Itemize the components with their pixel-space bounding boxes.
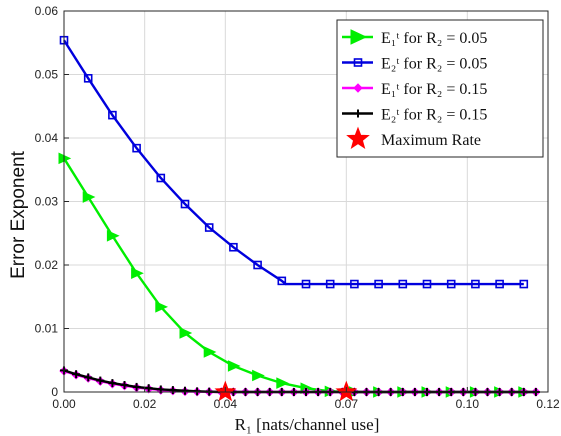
- plus-marker: [354, 109, 362, 118]
- square-marker: [325, 279, 335, 289]
- square-marker: [446, 279, 456, 289]
- x-tick-label: 0.12: [536, 397, 560, 411]
- triangle-marker: [155, 301, 169, 313]
- plus-marker: [168, 386, 177, 395]
- axes: 0.00 0.02 0.04 0.07 0.10 0.12 0 0.01 0.02 0.03 0.0…: [35, 4, 560, 411]
- square-marker: [277, 276, 287, 286]
- series-2: [59, 35, 529, 289]
- square-marker: [253, 260, 262, 270]
- plus-marker: [72, 370, 81, 379]
- x-tick-label: 0.07: [335, 397, 359, 411]
- y-tick-label: 0.03: [35, 195, 59, 209]
- plus-marker: [132, 382, 141, 391]
- legend-entry: E₂ᵗ for R₂ = 0.05: [342, 56, 487, 73]
- square-marker: [180, 199, 190, 209]
- legend-label: E₁ᵗ for R₂ = 0.05: [381, 30, 487, 47]
- legend: E₁ᵗ for R₂ = 0.05 E₂ᵗ for R₂ = 0.05 E₁ᵗ fo…: [336, 19, 544, 158]
- triangle-marker: [131, 267, 144, 280]
- diamond-marker: [353, 83, 363, 93]
- square-marker: [495, 279, 504, 289]
- plus-marker: [84, 373, 93, 382]
- plus-marker: [181, 386, 189, 395]
- x-tick-label: 0.10: [456, 397, 480, 411]
- square-marker: [83, 74, 93, 83]
- triangle-marker: [227, 360, 241, 372]
- y-tick-label: 0: [51, 385, 58, 399]
- legend-entry: Maximum Rate: [346, 126, 481, 150]
- x-tick-label: 0.02: [133, 397, 157, 411]
- square-marker: [350, 279, 359, 289]
- square-marker: [229, 242, 238, 252]
- plus-marker: [193, 387, 202, 396]
- square-marker: [471, 279, 480, 289]
- plus-marker: [144, 384, 153, 393]
- triangle-marker: [350, 29, 368, 45]
- plus-marker: [108, 379, 117, 388]
- x-axis-label: R₁ [nats/channel use]: [235, 415, 380, 434]
- legend-entry: E₁ᵗ for R₂ = 0.15: [342, 81, 487, 98]
- triangle-marker: [252, 369, 265, 382]
- y-tick-label: 0.06: [35, 4, 59, 18]
- legend-label: E₂ᵗ for R₂ = 0.05: [381, 56, 487, 73]
- legend-label: Maximum Rate: [381, 132, 481, 149]
- square-marker: [422, 279, 432, 289]
- plus-marker: [96, 376, 105, 385]
- y-tick-label: 0.01: [35, 322, 59, 336]
- plus-marker: [120, 381, 129, 390]
- square-marker: [108, 110, 117, 120]
- y-axis-label: Error Exponent: [8, 150, 29, 279]
- triangle-marker: [82, 191, 96, 203]
- triangle-marker: [179, 327, 193, 339]
- legend-entry: E₁ᵗ for R₂ = 0.05: [342, 29, 487, 47]
- star-marker: [346, 126, 370, 150]
- square-marker: [374, 279, 383, 289]
- square-marker: [398, 279, 408, 289]
- x-tick-label: 0.04: [214, 397, 238, 411]
- y-tick-label: 0.04: [35, 131, 59, 145]
- square-marker: [519, 279, 529, 289]
- square-marker: [156, 173, 166, 183]
- y-tick-label: 0.05: [35, 68, 59, 82]
- legend-entry: E₂ᵗ for R₂ = 0.15: [342, 107, 487, 124]
- square-marker: [353, 58, 363, 67]
- x-tick-label: 0.00: [52, 397, 76, 411]
- triangle-marker: [106, 230, 120, 242]
- square-marker: [301, 279, 311, 289]
- triangle-marker: [276, 377, 290, 389]
- square-marker: [204, 223, 214, 232]
- legend-label: E₁ᵗ for R₂ = 0.15: [381, 81, 487, 98]
- legend-label: E₂ᵗ for R₂ = 0.15: [381, 107, 487, 124]
- y-tick-label: 0.02: [35, 258, 59, 272]
- triangle-marker: [203, 346, 217, 358]
- square-marker: [132, 143, 141, 153]
